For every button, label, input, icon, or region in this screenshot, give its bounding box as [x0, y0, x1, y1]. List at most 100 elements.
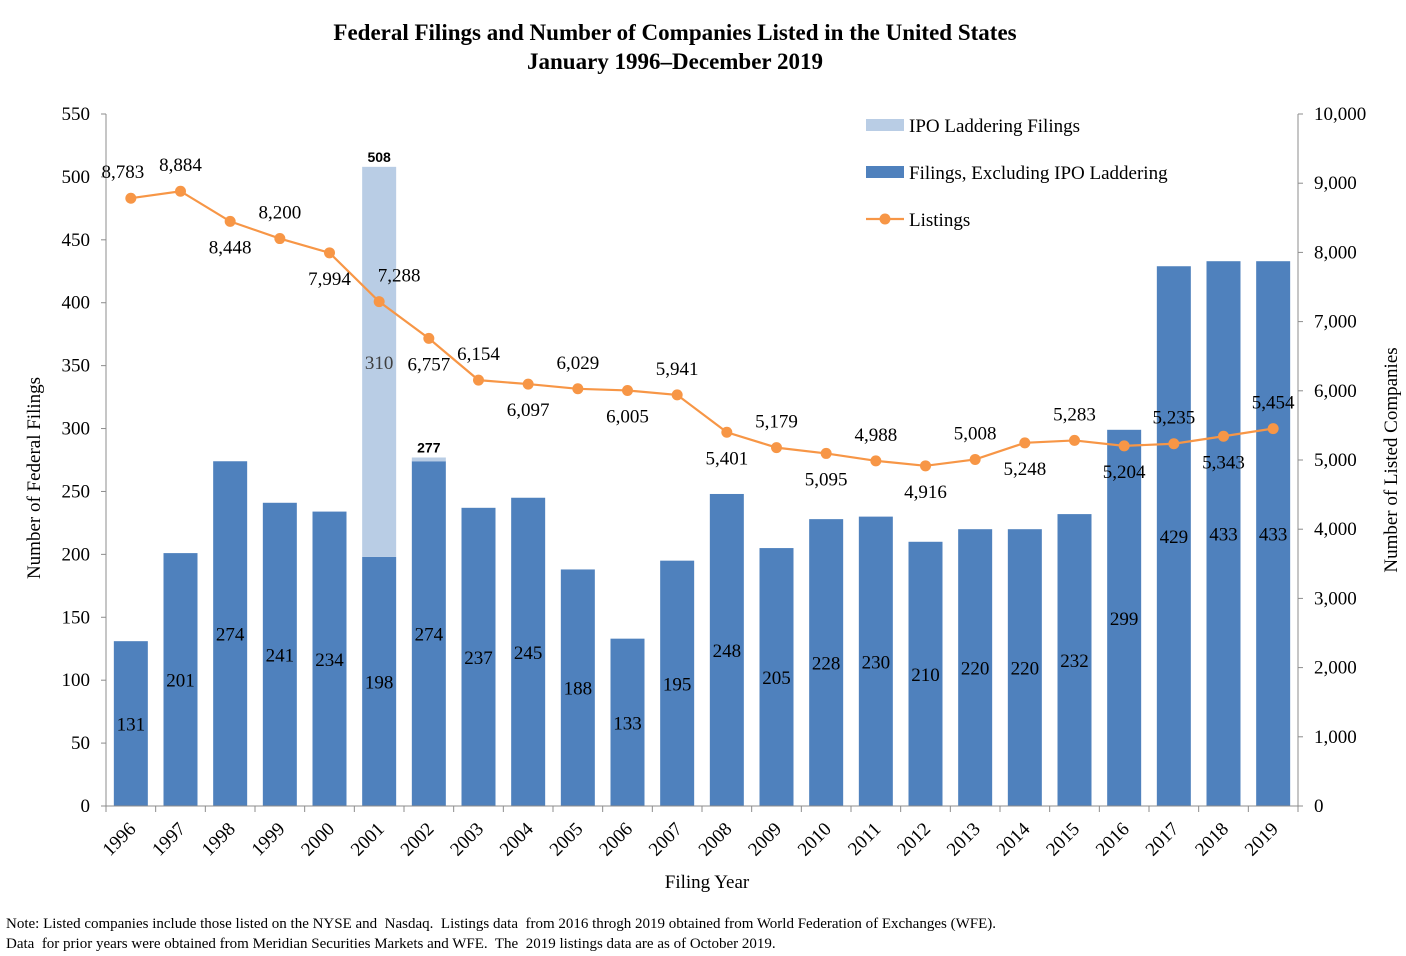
listings-point-2007	[671, 389, 683, 401]
y-tick-label: 0	[81, 796, 91, 817]
listings-point-2004	[522, 378, 534, 390]
y-tick-label: 350	[62, 356, 91, 377]
chart-subtitle: January 1996–December 2019	[527, 49, 823, 74]
bar-filings-2006	[610, 638, 645, 806]
stacked-total-label: 508	[367, 149, 391, 165]
x-tick-label: 1997	[148, 819, 190, 861]
bar-value-label: 433	[1209, 525, 1238, 546]
bar-filings-2002	[411, 461, 446, 806]
x-tick-label: 2005	[546, 819, 588, 861]
y2-tick-label: 0	[1314, 796, 1324, 817]
x-tick-label: 1999	[248, 819, 290, 861]
listings-value-label: 6,097	[507, 400, 550, 421]
y-axis-label: Number of Federal Filings	[24, 377, 45, 579]
listings-point-2001	[373, 296, 385, 308]
bar-value-label: 299	[1110, 609, 1139, 630]
legend-swatch-dot	[879, 213, 891, 225]
x-tick-label: 2011	[844, 819, 885, 860]
listings-point-2003	[473, 374, 484, 386]
bar-value-label: 220	[961, 659, 990, 680]
bar-value-label: 274	[216, 625, 245, 646]
listings-point-2015	[1069, 434, 1080, 446]
listings-point-2011	[870, 455, 882, 467]
x-tick-label: 2003	[446, 819, 488, 861]
listings-point-1997	[175, 185, 186, 197]
listings-point-2005	[572, 383, 584, 395]
x-tick-label: 2012	[893, 819, 935, 861]
listings-point-2018	[1218, 430, 1229, 442]
y2-tick-label: 6,000	[1314, 381, 1357, 402]
x-tick-label: 2013	[943, 819, 985, 861]
listings-value-label: 5,179	[755, 412, 798, 433]
y-tick-label: 50	[71, 733, 90, 754]
listings-point-2006	[622, 384, 633, 396]
bar-filings-1997	[163, 553, 198, 806]
bar-filings-2016	[1107, 429, 1142, 806]
x-tick-label: 1996	[99, 819, 141, 861]
listings-point-1996	[125, 192, 137, 204]
x-tick-label: 2004	[496, 818, 538, 860]
bar-filings-2000	[312, 511, 347, 806]
ipo-laddering-value-label: 310	[365, 353, 394, 374]
data-labels-layer: 131 201 274 241 234 198 274 237 245 188 133 195 248 2…	[101, 149, 1295, 736]
bar-filings-2007	[660, 560, 695, 806]
x-tick-label: 2019	[1241, 819, 1283, 861]
bar-value-label: 429	[1160, 527, 1189, 548]
chart-title: Federal Filings and Number of Companies …	[333, 20, 1017, 45]
listings-value-label: 4,916	[904, 482, 947, 503]
listings-value-label: 8,783	[101, 162, 144, 183]
x-tick-label: 2008	[695, 819, 737, 861]
footnote-line-2: Data for prior years were obtained from …	[6, 936, 776, 952]
listings-value-label: 8,448	[209, 237, 252, 258]
legend-label: Listings	[909, 210, 970, 231]
y-tick-label: 150	[62, 607, 91, 628]
y2-tick-label: 4,000	[1314, 519, 1357, 540]
x-tick-label: 2018	[1191, 819, 1233, 861]
x-tick-label: 2017	[1142, 819, 1184, 861]
bar-filings-1998	[213, 461, 248, 806]
listings-point-2017	[1168, 438, 1180, 450]
bar-value-label: 131	[117, 715, 146, 736]
bar-value-label: 234	[315, 650, 344, 671]
bar-value-label: 201	[166, 671, 195, 692]
listings-value-label: 8,884	[159, 155, 202, 176]
listings-point-2012	[920, 460, 931, 472]
listings-point-2000	[324, 247, 335, 259]
bars-layer	[113, 166, 1291, 806]
bar-filings-2010	[809, 519, 844, 806]
bar-value-label: 274	[415, 625, 444, 646]
x-tick-label: 2009	[744, 819, 786, 861]
listings-value-label: 5,204	[1103, 462, 1146, 483]
bar-filings-2011	[858, 516, 893, 806]
x-tick-label: 2014	[993, 818, 1035, 860]
listings-value-label: 5,343	[1202, 452, 1245, 473]
bar-filings-2014	[1007, 529, 1042, 806]
bar-value-label: 230	[862, 652, 891, 673]
bar-filings-1996	[113, 641, 148, 806]
x-tick-label: 2015	[1042, 819, 1084, 861]
legend-swatch	[866, 166, 904, 178]
legend-swatch	[866, 119, 904, 131]
listings-value-label: 5,008	[954, 423, 997, 444]
stacked-total-label: 277	[417, 439, 441, 455]
listings-value-label: 8,200	[258, 203, 301, 224]
bar-value-label: 195	[663, 674, 692, 695]
listings-value-label: 5,095	[805, 469, 848, 490]
x-axis-label: Filing Year	[665, 872, 750, 893]
listings-value-label: 5,401	[705, 448, 748, 469]
listings-point-2014	[1019, 437, 1031, 449]
bar-value-label: 248	[713, 641, 742, 662]
bar-filings-2009	[759, 548, 794, 806]
listings-point-2019	[1267, 423, 1279, 435]
listings-point-2013	[969, 453, 981, 465]
bar-filings-2004	[511, 497, 546, 806]
bar-filings-2015	[1057, 514, 1092, 806]
listings-point-1998	[224, 215, 236, 227]
bar-value-label: 220	[1011, 659, 1040, 680]
listings-line	[130, 190, 1274, 467]
y-tick-label: 400	[62, 293, 91, 314]
listings-point-1999	[274, 233, 286, 245]
bar-filings-2001	[362, 556, 397, 806]
x-tick-label: 2006	[595, 819, 637, 861]
